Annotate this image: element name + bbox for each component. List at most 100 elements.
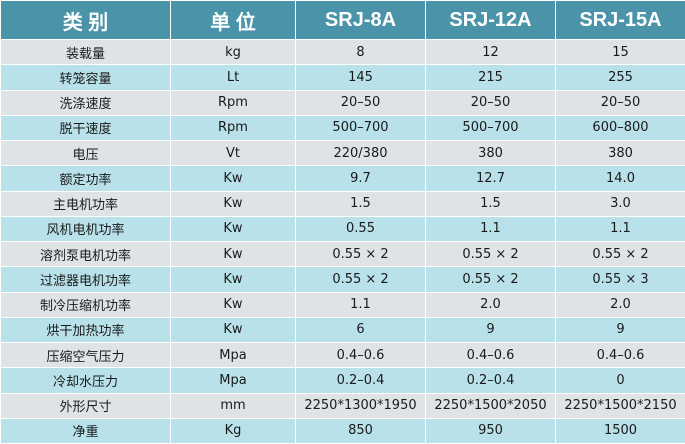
table-cell: 500–700 [425,114,556,142]
table-cell: 600–800 [555,114,685,142]
row-label: 净重 [0,417,171,444]
table-cell: mm [170,392,296,419]
table-cell: 12.7 [425,165,556,192]
table-cell: Kw [170,215,296,243]
table-cell: 8 [295,38,426,66]
table-cell: 2250*1500*2150 [555,392,685,419]
table-row: 脱干速度 Rpm 500–700 500–700 600–800 [0,114,685,142]
table-cell: 2.0 [425,291,556,318]
row-label: 溶剂泵电机功率 [0,240,171,268]
table-row: 转笼容量 Lt 145 215 255 [0,64,685,91]
table-cell: Kw [170,291,296,318]
table-cell: 20–50 [295,89,426,116]
table-cell: kg [170,38,296,66]
table-cell: 0.4–0.6 [295,341,426,369]
table-cell: 1.1 [555,215,685,243]
table-row: 压缩空气压力 Mpa 0.4–0.6 0.4–0.6 0.4–0.6 [0,341,685,369]
row-label: 压缩空气压力 [0,341,171,369]
table-row: 净重 Kg 850 950 1500 [0,417,685,444]
table-cell: Kw [170,165,296,192]
table-cell: 0.55 × 2 [555,240,685,268]
table-cell: 380 [425,139,556,167]
table-row: 主电机功率 Kw 1.5 1.5 3.0 [0,190,685,217]
table-cell: 255 [555,64,685,91]
table-row: 电压 Vt 220/380 380 380 [0,139,685,167]
table-cell: 215 [425,64,556,91]
table-cell: 0.55 × 3 [555,266,685,293]
table-cell: 0.55 × 2 [295,266,426,293]
table-cell: 3.0 [555,190,685,217]
table-cell: 15 [555,38,685,66]
table-cell: Rpm [170,89,296,116]
table-cell: Kw [170,190,296,217]
table-cell: 0.4–0.6 [425,341,556,369]
table-cell: 6 [295,316,426,344]
table-cell: 0.55 × 2 [425,266,556,293]
table-row: 冷却水压力 Mpa 0.2–0.4 0.2–0.4 0 [0,367,685,394]
table-row: 烘干加热功率 Kw 6 9 9 [0,316,685,344]
table-cell: 9 [555,316,685,344]
row-label: 烘干加热功率 [0,316,171,344]
table-cell: 20–50 [425,89,556,116]
table-cell: 2250*1300*1950 [295,392,426,419]
table-row: 洗涤速度 Rpm 20–50 20–50 20–50 [0,89,685,116]
table-cell: 220/380 [295,139,426,167]
table-cell: 1.5 [425,190,556,217]
table-cell: 9.7 [295,165,426,192]
table-row: 外形尺寸 mm 2250*1300*1950 2250*1500*2050 2250*1… [0,392,685,419]
table-cell: 1500 [555,417,685,444]
table-body: 装载量 kg 8 12 15 转笼容量 Lt 145 215 255 洗涤速度 Rpm 20–50 20–… [0,38,685,444]
table-cell: 1.5 [295,190,426,217]
table-cell: 0.2–0.4 [295,367,426,394]
header-cell: SRJ-12A [425,0,556,40]
table-cell: 850 [295,417,426,444]
row-label: 制冷压缩机功率 [0,291,171,318]
table-row: 过滤器电机功率 Kw 0.55 × 2 0.55 × 2 0.55 × 3 [0,266,685,293]
row-label: 过滤器电机功率 [0,266,171,293]
table-row: 溶剂泵电机功率 Kw 0.55 × 2 0.55 × 2 0.55 × 2 [0,240,685,268]
table-row: 装载量 kg 8 12 15 [0,38,685,66]
header-cell: 类 别 [0,0,171,40]
table-cell: Lt [170,64,296,91]
row-label: 洗涤速度 [0,89,171,116]
row-label: 额定功率 [0,165,171,192]
table-row: 风机电机功率 Kw 0.55 1.1 1.1 [0,215,685,243]
table-cell: 0 [555,367,685,394]
table-cell: 0.55 × 2 [425,240,556,268]
table-cell: 380 [555,139,685,167]
table-row: 额定功率 Kw 9.7 12.7 14.0 [0,165,685,192]
table-cell: 14.0 [555,165,685,192]
table-cell: 0.55 × 2 [295,240,426,268]
table-cell: Mpa [170,341,296,369]
table-cell: Kg [170,417,296,444]
table-cell: 2.0 [555,291,685,318]
table-cell: 12 [425,38,556,66]
row-label: 转笼容量 [0,64,171,91]
table-cell: 0.4–0.6 [555,341,685,369]
row-label: 脱干速度 [0,114,171,142]
table-cell: 145 [295,64,426,91]
table-cell: Rpm [170,114,296,142]
table-row: 制冷压缩机功率 Kw 1.1 2.0 2.0 [0,291,685,318]
table-cell: 0.55 [295,215,426,243]
table-cell: 1.1 [295,291,426,318]
header-cell: SRJ-8A [295,0,426,40]
row-label: 外形尺寸 [0,392,171,419]
table-cell: 2250*1500*2050 [425,392,556,419]
table-cell: 1.1 [425,215,556,243]
row-label: 风机电机功率 [0,215,171,243]
row-label: 装载量 [0,38,171,66]
row-label: 电压 [0,139,171,167]
header-cell: 单 位 [170,0,296,40]
table-cell: 500–700 [295,114,426,142]
table-cell: Mpa [170,367,296,394]
row-label: 主电机功率 [0,190,171,217]
table-cell: 950 [425,417,556,444]
table-cell: 20–50 [555,89,685,116]
header-cell: SRJ-15A [555,0,685,40]
header-row: 类 别单 位 SRJ-8A SRJ-12A SRJ-15A [0,0,685,40]
table-cell: 0.2–0.4 [425,367,556,394]
row-label: 冷却水压力 [0,367,171,394]
table-cell: Kw [170,316,296,344]
